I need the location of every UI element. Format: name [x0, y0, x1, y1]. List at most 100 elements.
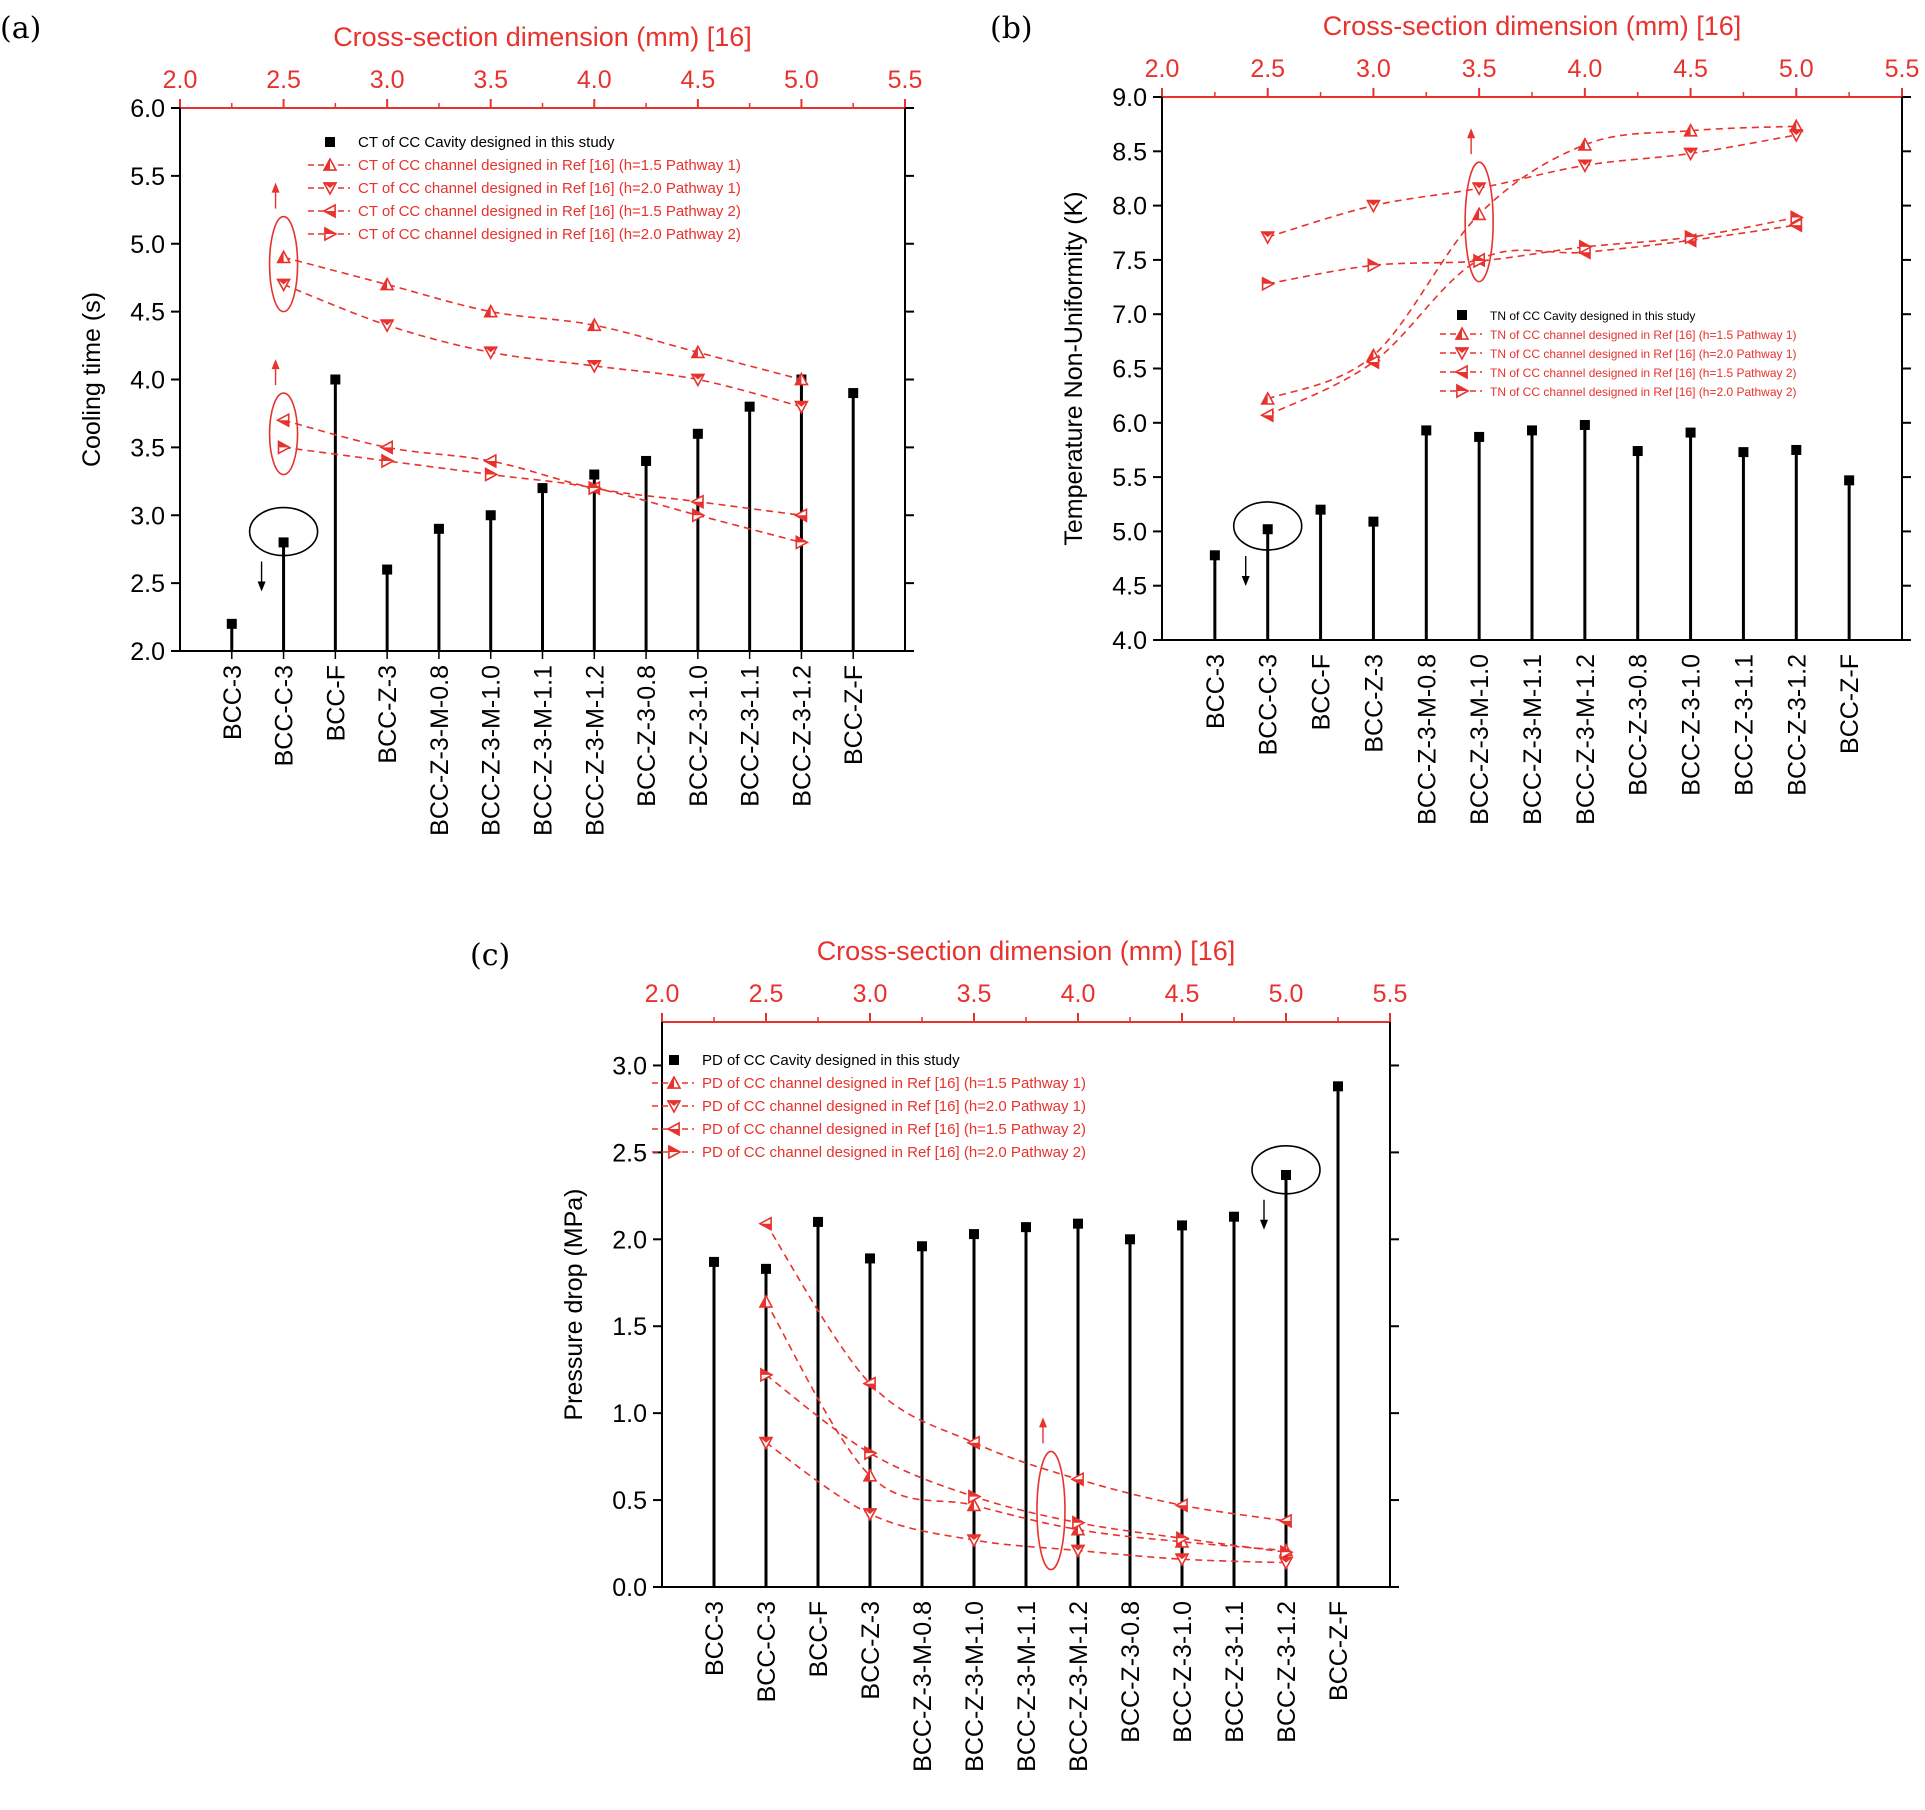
legend-marker-series	[666, 1075, 682, 1089]
ref-series-point-2	[794, 400, 809, 415]
ref-series-point-3	[483, 453, 497, 469]
left-tick-label: 7.5	[1112, 247, 1147, 275]
ref-series-point-4	[1176, 1530, 1190, 1546]
down-arrow-black-head	[1241, 576, 1250, 586]
ref-series-point-1	[690, 344, 706, 359]
ref-series-point-4	[588, 480, 602, 496]
cavity-point	[382, 564, 393, 575]
ref-series-point-2	[1260, 231, 1276, 245]
ref-series-point-4	[795, 535, 810, 550]
ref-series-point-4-fill	[1262, 277, 1274, 284]
category-label: BCC-3	[701, 1601, 729, 1676]
ref-series-point-2	[966, 1534, 982, 1548]
ref-series-point-3-fill	[1790, 225, 1802, 232]
ref-series-point-1	[1577, 137, 1593, 151]
category-label: BCC-Z-F	[1836, 654, 1864, 754]
legend-label-series: CT of CC channel designed in Ref [16] (h…	[358, 203, 741, 220]
legend-label-series: PD of CC channel designed in Ref [16] (h…	[702, 1098, 1086, 1115]
ref-series-point-4	[760, 1367, 774, 1383]
legend-marker-series	[1454, 326, 1470, 340]
ref-series-point-1-fill	[864, 1469, 870, 1481]
legend-marker-series	[324, 226, 338, 242]
left-tick-label: 6.0	[1112, 410, 1147, 438]
cavity-point	[1579, 419, 1590, 430]
ref-series-point-4-fill	[796, 536, 808, 543]
top-tick-label: 4.0	[1061, 980, 1096, 1008]
legend-marker-series	[668, 1144, 682, 1160]
left-tick-label: 3.5	[130, 434, 165, 462]
ref-series-point-3	[1278, 1513, 1292, 1529]
ref-series-point-3-fill	[1280, 1520, 1292, 1527]
cavity-point	[641, 455, 652, 466]
ref-series-point-1-fill	[968, 1499, 974, 1511]
ref-series-point-3	[862, 1376, 876, 1391]
ref-series-point-2	[1683, 147, 1698, 162]
top-tick-label: 2.5	[1250, 55, 1285, 83]
top-tick-label: 2.5	[266, 66, 301, 94]
ref-series-point-2-fill	[1790, 129, 1803, 135]
ref-series-point-4	[864, 1445, 878, 1461]
legend-marker-series-fill	[668, 1077, 674, 1089]
ref-series-point-3	[379, 440, 394, 455]
left-tick-label: 3.0	[130, 502, 165, 530]
ref-series-point-4-fill	[1176, 1532, 1188, 1539]
panel-label: (b)	[990, 11, 1033, 46]
top-axis-title: Cross-section dimension (mm) [16]	[1323, 11, 1742, 41]
ref-series-point-3-fill	[968, 1442, 980, 1449]
top-tick-label: 5.5	[888, 66, 923, 94]
legend-label-series: TN of CC channel designed in Ref [16] (h…	[1490, 385, 1797, 399]
legend-marker-series	[666, 1121, 680, 1137]
cavity-point	[917, 1241, 927, 1252]
top-tick-label: 3.0	[370, 66, 405, 94]
ref-series-point-1-fill	[484, 305, 491, 317]
legend-marker-series	[322, 157, 338, 171]
up-arrow-red	[271, 359, 280, 386]
ref-series-point-1	[758, 1294, 774, 1308]
ref-series-point-4-fill	[1579, 240, 1591, 247]
ref-series-point-2	[690, 373, 706, 388]
ref-series-point-2-fill	[795, 401, 808, 407]
ref-series-point-4	[1579, 239, 1593, 255]
left-tick-label: 1.0	[612, 1400, 647, 1428]
ref-series-point-3	[758, 1216, 772, 1232]
ref-series-line-1	[283, 256, 802, 381]
top-tick-label: 5.0	[784, 66, 819, 94]
ref-series-point-2-fill	[1261, 232, 1274, 238]
cavity-point	[1177, 1220, 1187, 1231]
ref-series-point-4-fill	[1474, 255, 1486, 261]
ref-series-point-4-fill	[864, 1447, 876, 1454]
ref-series-point-1-fill	[277, 251, 284, 263]
category-label: BCC-3	[219, 665, 247, 740]
category-label: BCC-Z-3-1.2	[1783, 654, 1811, 796]
category-label: BCC-Z-3-M-1.2	[1065, 1601, 1093, 1772]
ref-series-point-1-fill	[1578, 138, 1585, 150]
ref-series-point-3-fill	[277, 420, 289, 427]
ref-series-line-2	[765, 1442, 1287, 1564]
cavity-point	[865, 1253, 875, 1264]
left-tick-label: 2.0	[130, 638, 165, 666]
ref-series-point-3-fill	[1578, 252, 1590, 259]
panel-a: (a) Cross-section dimension (mm) [16] 2.0 2…	[0, 11, 922, 836]
left-tick-label: 4.5	[130, 299, 165, 327]
ref-series-point-4	[1280, 1544, 1294, 1560]
legend-label-series: TN of CC channel designed in Ref [16] (h…	[1490, 347, 1797, 361]
cavity-point	[692, 428, 703, 439]
ref-series-point-1-fill	[1473, 208, 1480, 220]
category-label: BCC-C-3	[271, 665, 299, 766]
panel-b: (b) Cross-section dimension (mm) [16] 2.0 2…	[990, 11, 1919, 825]
legend-marker-series	[1454, 364, 1468, 380]
legend-marker-cavity	[669, 1055, 679, 1065]
cavity-point	[330, 374, 341, 385]
cavity-point	[1474, 431, 1485, 442]
ref-series-point-4-fill	[278, 441, 290, 448]
ref-series-point-4	[277, 440, 292, 455]
top-tick-label: 5.0	[1779, 55, 1814, 83]
ref-series-point-4-fill	[1791, 211, 1803, 218]
ref-series-point-1	[966, 1497, 982, 1512]
legend-marker-series-fill	[324, 211, 336, 217]
down-arrow-black	[1260, 1199, 1268, 1230]
up-arrow-red-head	[1039, 1417, 1047, 1428]
top-tick-label: 4.5	[1673, 55, 1708, 83]
category-label: BCC-Z-3-M-0.8	[426, 665, 454, 836]
legend-label-series: TN of CC channel designed in Ref [16] (h…	[1490, 366, 1797, 380]
